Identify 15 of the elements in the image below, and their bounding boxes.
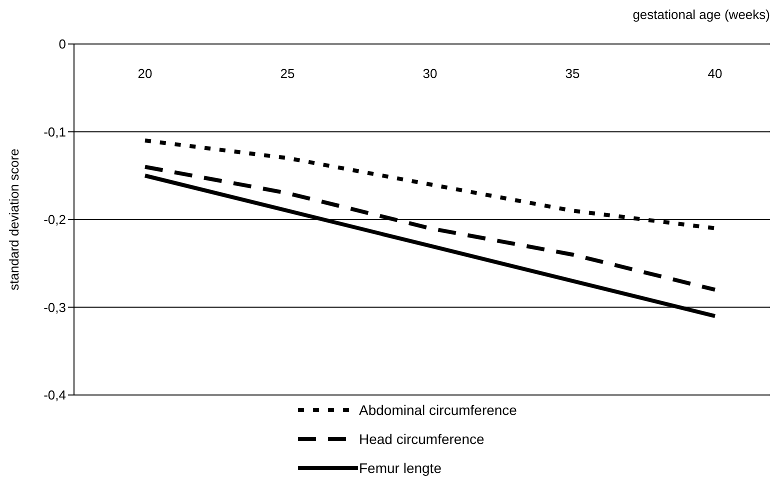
y-tick-label: 0 <box>58 36 66 52</box>
legend-label: Head circumference <box>359 430 484 446</box>
legend-label: Femur lengte <box>359 460 442 476</box>
x-tick-label: 20 <box>138 66 152 81</box>
x-tick-label: 25 <box>280 66 295 81</box>
y-tick-label: -0,1 <box>44 124 66 140</box>
x-tick-label: 30 <box>422 66 438 81</box>
y-tick-label: -0,3 <box>44 300 66 315</box>
x-tick-label: 35 <box>565 66 580 81</box>
x-axis-title: gestational age (weeks) <box>632 7 771 24</box>
legend-label: Abdominal circumference <box>359 402 517 418</box>
y-axis-title: standard deviation score <box>6 148 22 290</box>
x-tick-label: 40 <box>708 66 722 81</box>
y-tick-label: -0,4 <box>44 388 66 403</box>
y-tick-label: -0,2 <box>44 212 66 228</box>
